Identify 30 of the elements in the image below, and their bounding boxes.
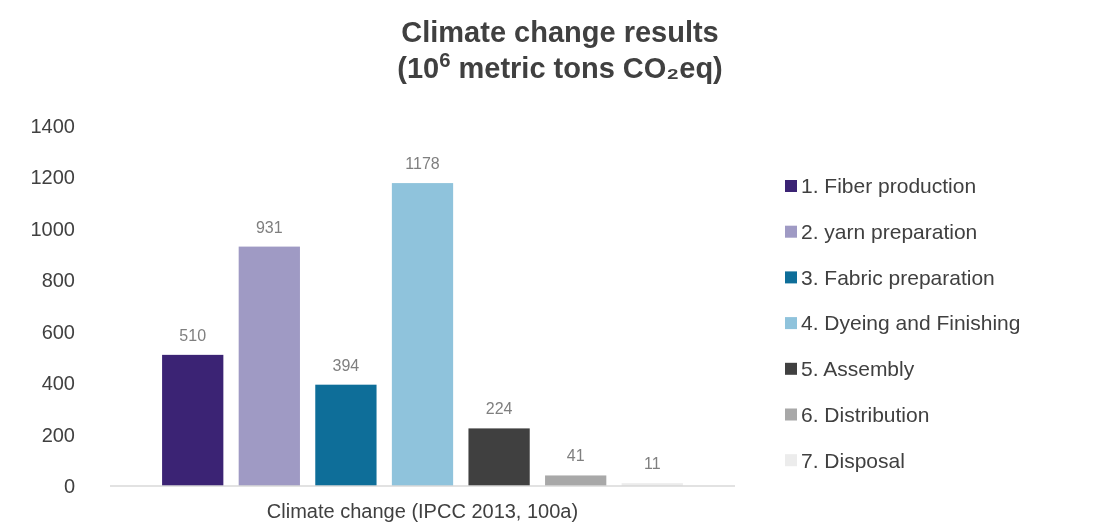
bar [238, 246, 300, 486]
y-tick-label: 1400 [30, 115, 75, 137]
data-label: 41 [566, 447, 585, 465]
data-label: 394 [332, 356, 360, 374]
x-tick-label: Climate change (IPCC 2013, 100a) [266, 500, 579, 522]
bar [391, 183, 454, 486]
data-label: 224 [485, 400, 513, 418]
legend-label: 6. Distribution [801, 402, 930, 426]
data-label: 11 [643, 455, 661, 473]
legend-label: 3. Fabric preparation [801, 265, 995, 289]
chart-title: Climate change results (10$^{6}$ metric tons CO₂eq) [397, 16, 723, 84]
data-label: 931 [255, 218, 283, 236]
data-label: 510 [179, 326, 207, 344]
y-tick-label: 400 [41, 372, 75, 395]
bar [162, 354, 224, 486]
legend-label: 2. yarn preparation [801, 220, 978, 244]
y-tick-label: 1200 [30, 166, 75, 189]
y-tick-label: 600 [41, 320, 75, 343]
legend-label: 7. Disposal [801, 448, 905, 472]
bar [315, 384, 377, 486]
legend-label: 1. Fiber production [801, 174, 977, 198]
y-tick-label: 0 [63, 475, 75, 497]
legend-label: 5. Assembly [801, 357, 915, 381]
data-label: 1178 [405, 155, 440, 173]
bar [468, 428, 530, 486]
y-tick-label: 200 [41, 423, 75, 446]
y-tick-label: 1000 [30, 217, 75, 240]
bar [545, 475, 607, 486]
legend-label: 4. Dyeing and Finishing [801, 311, 1021, 335]
y-tick-label: 800 [41, 269, 75, 292]
